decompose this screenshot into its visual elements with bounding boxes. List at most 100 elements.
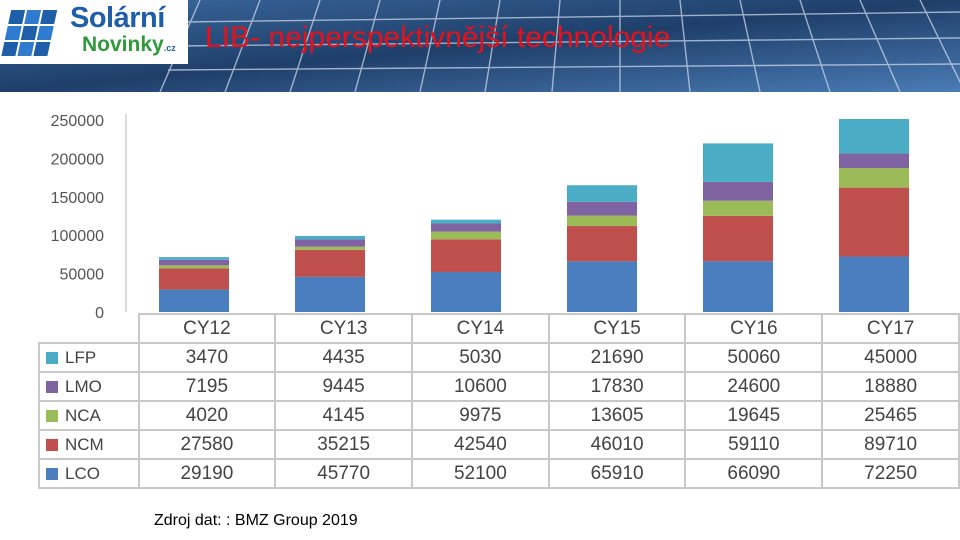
bar-segment-ncm-cy14 [431, 239, 501, 272]
y-tick-label: 150000 [51, 190, 104, 207]
table-value-cell: 25465 [821, 400, 960, 431]
table-corner [39, 314, 139, 343]
legend-swatch [46, 381, 58, 394]
slide-header: Solární Novinky.cz LIB- nejperspektivněj… [0, 0, 960, 92]
stacked-bar-chart: 0 50000 100000 150000 200000 250000 [51, 113, 909, 322]
bar-segment-lmo-cy13 [295, 239, 365, 247]
table-category-header: CY16 [684, 313, 824, 344]
bar-segment-ncm-cy17 [839, 187, 909, 257]
table-value-cell: 50060 [684, 342, 824, 373]
table-value-cell: 35215 [274, 429, 413, 460]
table-value-cell: 46010 [547, 429, 687, 460]
bar-segment-lco-cy15 [567, 261, 637, 312]
bar-segment-lfp-cy17 [839, 118, 909, 154]
bar-segment-lco-cy12 [159, 289, 229, 312]
bar-segment-ncm-cy16 [703, 215, 773, 262]
chart-data-table: CY12 CY13 CY14 CY15 CY16 CY17 LFP 3470 4435 5030… [38, 313, 960, 489]
logo-tld: .cz [163, 43, 176, 53]
series-name: NCM [65, 434, 104, 454]
table-row-nca: NCA 4020 4145 9975 13605 19645 25465 [38, 400, 960, 431]
bar-segment-lmo-cy14 [431, 223, 501, 232]
logo-word-novinky: Novinky.cz [82, 33, 176, 57]
series-name: NCA [65, 405, 101, 425]
y-tick-label: 200000 [51, 151, 104, 168]
bar-segment-lco-cy14 [431, 271, 501, 312]
table-value-cell: 19645 [684, 400, 824, 431]
series-legend-label: LCO [38, 458, 140, 489]
table-value-cell: 18880 [821, 371, 960, 402]
series-name: LCO [65, 463, 100, 483]
y-tick-label: 50000 [60, 267, 105, 284]
bar-segment-ncm-cy15 [567, 226, 637, 262]
table-value-cell: 45770 [274, 458, 413, 489]
table-value-cell: 5030 [411, 342, 550, 373]
series-name: LFP [65, 347, 97, 367]
series-legend-label: LMO [38, 371, 140, 402]
table-header-row: CY12 CY13 CY14 CY15 CY16 CY17 [39, 313, 960, 344]
logo-word-solarni: Solární [70, 2, 165, 34]
table-category-header: CY17 [821, 313, 960, 344]
bar-segment-lmo-cy16 [703, 181, 773, 201]
bar-segment-nca-cy14 [431, 231, 501, 240]
bar-segment-lmo-cy17 [839, 153, 909, 169]
table-category-header: CY13 [274, 313, 413, 344]
table-row-lco: LCO 29190 45770 52100 65910 66090 72250 [38, 458, 960, 489]
bar-segment-ncm-cy13 [295, 249, 365, 277]
bar-segment-nca-cy16 [703, 200, 773, 216]
bar-segment-lfp-cy12 [159, 257, 229, 260]
table-value-cell: 4020 [137, 400, 277, 431]
table-value-cell: 10600 [411, 371, 550, 402]
table-value-cell: 45000 [821, 342, 960, 373]
table-value-cell: 24600 [684, 371, 824, 402]
bar-segment-lco-cy17 [839, 256, 909, 312]
table-category-header: CY14 [411, 313, 550, 344]
bar-segment-lmo-cy12 [159, 259, 229, 266]
table-value-cell: 9445 [274, 371, 413, 402]
bar-segment-lfp-cy14 [431, 219, 501, 224]
bar-segment-nca-cy15 [567, 215, 637, 227]
table-value-cell: 52100 [411, 458, 550, 489]
solar-panel-logo-icon [1, 10, 58, 56]
bar-segment-nca-cy13 [295, 246, 365, 250]
table-value-cell: 42540 [411, 429, 550, 460]
table-value-cell: 4435 [274, 342, 413, 373]
table-value-cell: 72250 [821, 458, 960, 489]
bar-series [159, 118, 909, 312]
bar-segment-lco-cy13 [295, 276, 365, 312]
table-value-cell: 27580 [137, 429, 277, 460]
bar-segment-lmo-cy15 [567, 201, 637, 216]
table-row-ncm: NCM 27580 35215 42540 46010 59110 89710 [38, 429, 960, 460]
table-value-cell: 65910 [547, 458, 687, 489]
slide-title: LIB- nejperspektivnější technologie [205, 21, 671, 54]
logo-novinky-text: Novinky [82, 33, 164, 56]
table-value-cell: 7195 [137, 371, 277, 402]
table-value-cell: 9975 [411, 400, 550, 431]
table-value-cell: 21690 [547, 342, 687, 373]
bar-segment-lfp-cy15 [567, 185, 637, 202]
bar-segment-nca-cy12 [159, 265, 229, 269]
source-note: Zdroj dat: : BMZ Group 2019 [154, 512, 358, 529]
table-value-cell: 3470 [137, 342, 277, 373]
table-value-cell: 66090 [684, 458, 824, 489]
series-legend-label: NCA [38, 400, 140, 431]
series-legend-label: LFP [38, 342, 140, 373]
y-axis: 0 50000 100000 150000 200000 250000 [51, 113, 127, 322]
bar-segment-lco-cy16 [703, 261, 773, 312]
table-body: LFP 3470 4435 5030 21690 50060 45000 LMO 7195 944… [38, 342, 960, 489]
series-legend-label: NCM [38, 429, 140, 460]
table-value-cell: 89710 [821, 429, 960, 460]
table-category-header: CY12 [137, 313, 277, 344]
y-tick-label: 0 [95, 305, 104, 322]
table-value-cell: 59110 [684, 429, 824, 460]
table-value-cell: 29190 [137, 458, 277, 489]
y-tick-label: 250000 [51, 113, 104, 130]
y-tick-label: 100000 [51, 228, 104, 245]
bar-segment-lfp-cy16 [703, 143, 773, 182]
site-logo[interactable]: Solární Novinky.cz [0, 0, 188, 64]
table-value-cell: 13605 [547, 400, 687, 431]
table-value-cell: 4145 [274, 400, 413, 431]
bar-segment-ncm-cy12 [159, 268, 229, 290]
table-row-lfp: LFP 3470 4435 5030 21690 50060 45000 [38, 342, 960, 373]
legend-swatch [46, 410, 58, 423]
table-category-header: CY15 [547, 313, 687, 344]
